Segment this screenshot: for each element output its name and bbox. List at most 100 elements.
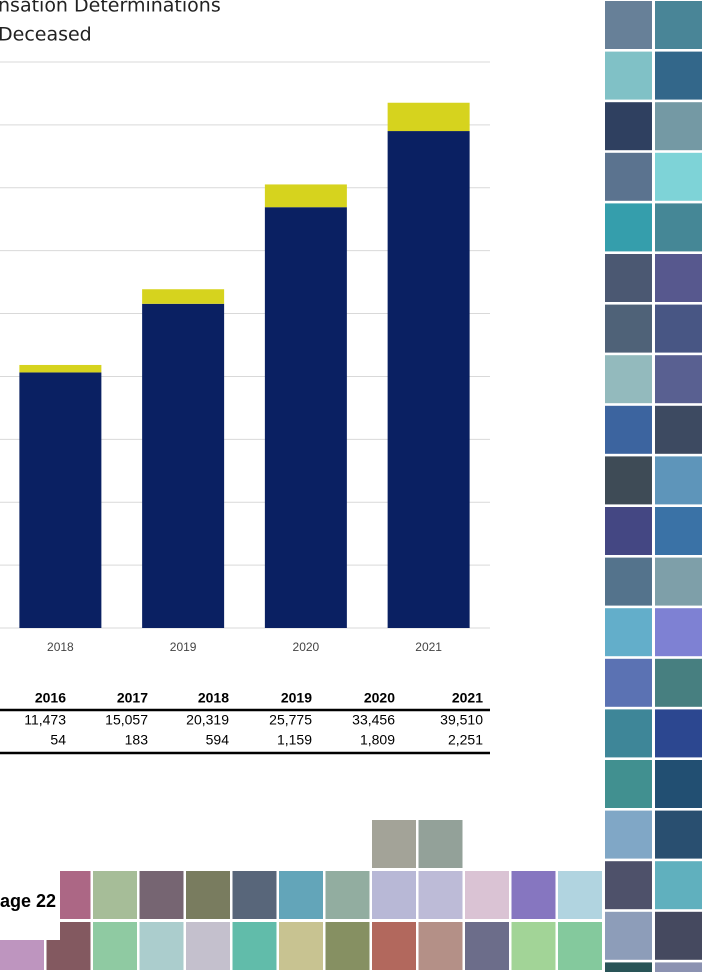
table-header: 2019 (281, 690, 312, 706)
photo-tile (655, 152, 702, 201)
bar-segment (19, 364, 102, 373)
photo-tile (655, 355, 702, 404)
photo-tile (655, 405, 702, 454)
photo-tile (372, 820, 416, 868)
photo-tile (605, 152, 652, 201)
photo-tile (655, 709, 702, 758)
photo-tile (605, 405, 652, 454)
photo-tile (605, 456, 652, 505)
photo-tile (655, 102, 702, 151)
photo-tile (605, 102, 652, 151)
table-cell: 54 (50, 732, 66, 748)
photo-tile (605, 51, 652, 100)
photo-tile (325, 871, 370, 919)
photo-tile (465, 922, 509, 970)
chart-subtitle: Deceased (0, 24, 92, 46)
bar-segment (387, 102, 470, 132)
photo-tile (655, 810, 702, 859)
bar-segment (264, 184, 347, 208)
photo-tile (605, 760, 652, 808)
photo-tile (139, 922, 184, 970)
bar-segment (142, 289, 225, 304)
photo-tile (655, 911, 702, 960)
bar-segment (264, 207, 347, 628)
photo-tile (655, 304, 702, 353)
table-cell: 1,159 (277, 732, 312, 748)
photo-tile (605, 658, 652, 707)
photo-tile (605, 557, 652, 606)
table-cell: 2,251 (448, 732, 483, 748)
photo-tile (465, 871, 509, 919)
bar-segment (19, 372, 102, 628)
photo-tile (232, 922, 277, 970)
x-tick-label: 2018 (47, 640, 74, 654)
photo-tile (655, 608, 702, 657)
photo-tile (655, 507, 702, 555)
photo-tile (605, 254, 652, 302)
photo-tile (232, 871, 277, 919)
photo-tile (605, 608, 652, 657)
table-cell: 25,775 (269, 712, 312, 728)
photo-tile (605, 962, 652, 972)
photo-tile (511, 922, 556, 970)
photo-tile (279, 922, 323, 970)
x-tick-label: 2019 (170, 640, 197, 654)
photo-tile (186, 922, 230, 970)
photo-tile (605, 355, 652, 404)
photo-tile (605, 861, 652, 910)
photo-tile (655, 760, 702, 808)
x-tick-label: 2021 (415, 640, 442, 654)
photo-tile (605, 810, 652, 859)
photo-tile (655, 962, 702, 972)
photo-tile (655, 1, 702, 49)
photo-tile (655, 203, 702, 252)
photo-tile (558, 922, 602, 970)
table-cell: 33,456 (352, 712, 395, 728)
photo-tile (605, 507, 652, 555)
table-header: 2021 (452, 690, 483, 706)
table-cell: 20,319 (186, 712, 229, 728)
table-cell: 39,510 (440, 712, 483, 728)
photo-tile (655, 254, 702, 302)
table-header: 2020 (364, 690, 395, 706)
photo-tile (139, 871, 184, 919)
photo-tile (605, 709, 652, 758)
photo-tile (655, 456, 702, 505)
photo-tile (558, 871, 602, 919)
photo-tile (93, 871, 137, 919)
photo-tile (655, 861, 702, 910)
photo-tile (372, 922, 416, 970)
photo-tile (372, 871, 416, 919)
bar-segment (142, 303, 225, 628)
table-header: 2016 (35, 690, 66, 706)
table-cell: 11,473 (24, 712, 66, 728)
photo-tile (655, 51, 702, 100)
photo-tile (418, 922, 463, 970)
page-mask (0, 860, 60, 940)
page-number: age 22 (0, 891, 56, 911)
photo-tile (418, 871, 463, 919)
photo-tile (325, 922, 370, 970)
photo-tile (655, 557, 702, 606)
x-tick-label: 2020 (293, 640, 320, 654)
bar-segment (387, 131, 470, 628)
photo-tile (605, 1, 652, 49)
photo-tile (605, 304, 652, 353)
table-header: 2018 (198, 690, 229, 706)
photo-tile (93, 922, 137, 970)
table-cell: 15,057 (105, 712, 148, 728)
photo-tile (279, 871, 323, 919)
photo-tile (418, 820, 463, 868)
photo-tile (511, 871, 556, 919)
photo-tile (655, 658, 702, 707)
table-cell: 183 (125, 732, 149, 748)
photo-tile (605, 203, 652, 252)
table-cell: 594 (206, 732, 230, 748)
photo-tile (186, 871, 230, 919)
photo-tile (605, 911, 652, 960)
table-header: 2017 (117, 690, 148, 706)
table-cell: 1,809 (360, 732, 395, 748)
chart-title: nsation Determinations (0, 0, 221, 17)
